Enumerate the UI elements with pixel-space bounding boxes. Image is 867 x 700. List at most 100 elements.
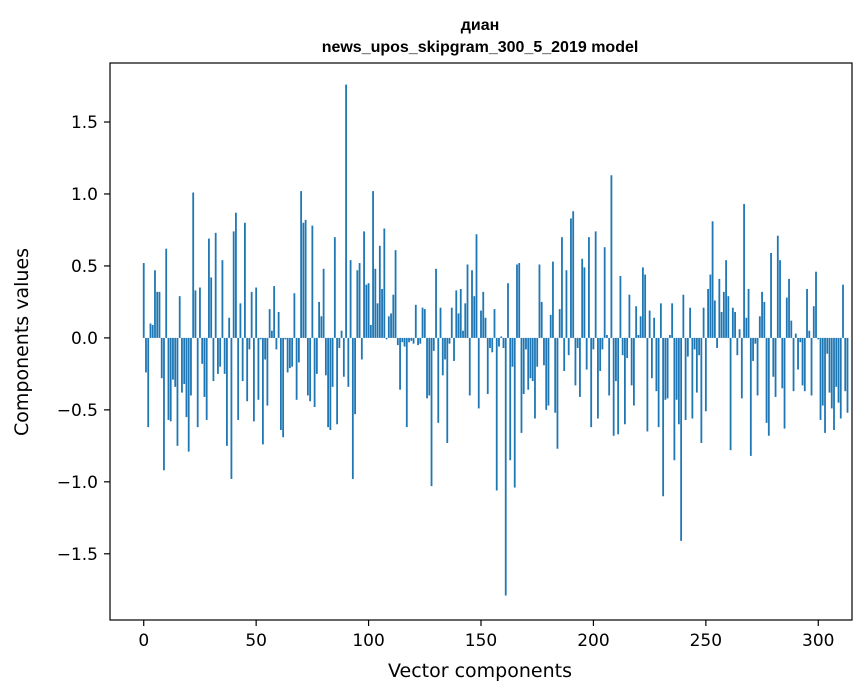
bar xyxy=(641,267,644,338)
bar xyxy=(817,337,820,340)
bar xyxy=(495,337,498,491)
bar xyxy=(250,291,253,338)
bar xyxy=(169,337,172,422)
bar xyxy=(201,337,204,364)
bar xyxy=(464,303,467,338)
bar xyxy=(226,337,228,446)
bar xyxy=(286,337,289,373)
bar xyxy=(401,337,404,343)
bar xyxy=(158,291,161,338)
bar xyxy=(459,288,462,338)
bar xyxy=(264,337,267,360)
bar xyxy=(349,260,352,338)
bar xyxy=(558,309,561,338)
bar xyxy=(725,260,727,338)
bar xyxy=(428,337,431,396)
bar xyxy=(731,307,734,338)
bar xyxy=(736,337,739,356)
axes: 0 50 100 150 200 250 300 −1.5 −1.0 −0.5 0.0 0.5 1.0 1… xyxy=(57,62,853,651)
bar xyxy=(331,337,334,387)
bar xyxy=(194,290,197,338)
y-tick-label: 0.5 xyxy=(71,257,98,277)
bar xyxy=(525,337,527,350)
bar xyxy=(734,311,736,338)
bar xyxy=(394,250,397,338)
bar xyxy=(342,337,345,377)
bar xyxy=(597,337,599,419)
bar xyxy=(336,337,338,425)
bar xyxy=(399,337,401,390)
bar xyxy=(534,337,536,419)
bar xyxy=(799,337,802,343)
bar xyxy=(217,337,219,374)
bar xyxy=(300,191,303,338)
y-tick-label: 1.5 xyxy=(71,113,98,133)
bar xyxy=(288,337,291,369)
bar xyxy=(547,337,550,406)
bar xyxy=(810,337,813,396)
bar xyxy=(154,270,156,338)
bar xyxy=(205,337,208,420)
bar xyxy=(754,337,757,344)
bar xyxy=(583,267,586,338)
bar xyxy=(554,337,557,413)
bar xyxy=(556,337,559,449)
y-tick-label: −0.5 xyxy=(57,401,98,421)
bar xyxy=(835,337,838,387)
bar xyxy=(257,337,260,400)
bar xyxy=(482,291,485,338)
bar xyxy=(549,314,552,338)
bar xyxy=(588,237,590,338)
bar xyxy=(282,337,285,438)
bar xyxy=(491,337,494,353)
bar xyxy=(803,337,806,392)
bar xyxy=(594,231,597,338)
bar xyxy=(178,296,181,338)
bar xyxy=(241,337,244,382)
y-axis-label: Components values xyxy=(11,248,33,436)
bar xyxy=(745,317,748,338)
bar xyxy=(493,309,496,338)
bar xyxy=(833,337,835,431)
bar xyxy=(235,212,237,338)
bar xyxy=(785,297,788,338)
bar xyxy=(329,337,332,431)
bar xyxy=(405,337,408,428)
bar xyxy=(621,337,624,356)
bar xyxy=(797,337,799,370)
bar xyxy=(846,337,849,413)
bar xyxy=(142,263,145,338)
bar xyxy=(709,274,712,338)
bar xyxy=(677,337,680,425)
bar xyxy=(367,283,370,338)
bar xyxy=(567,337,570,356)
bar xyxy=(450,307,453,338)
bar xyxy=(610,175,613,338)
x-tick-label: 200 xyxy=(577,631,609,651)
bar xyxy=(531,337,534,382)
bar xyxy=(624,337,626,425)
bar xyxy=(779,260,781,338)
bar xyxy=(313,337,316,407)
bar xyxy=(486,337,489,395)
bar xyxy=(363,231,365,338)
bar xyxy=(230,337,233,479)
bar xyxy=(253,337,255,422)
chart-title-line-2: news_upos_skipgram_300_5_2019 model xyxy=(322,39,639,56)
bar xyxy=(565,270,568,338)
bar xyxy=(572,211,575,338)
bar xyxy=(165,248,168,338)
bar xyxy=(603,247,606,338)
x-tick-label: 300 xyxy=(802,631,834,651)
bar xyxy=(176,337,179,446)
bar xyxy=(646,337,649,432)
bar xyxy=(214,232,217,338)
bar xyxy=(315,337,318,374)
bar xyxy=(648,310,651,338)
bar xyxy=(412,337,415,344)
bar xyxy=(765,337,768,423)
bar xyxy=(480,310,482,338)
bar xyxy=(720,311,723,338)
bar xyxy=(311,225,314,338)
bar xyxy=(630,337,633,386)
